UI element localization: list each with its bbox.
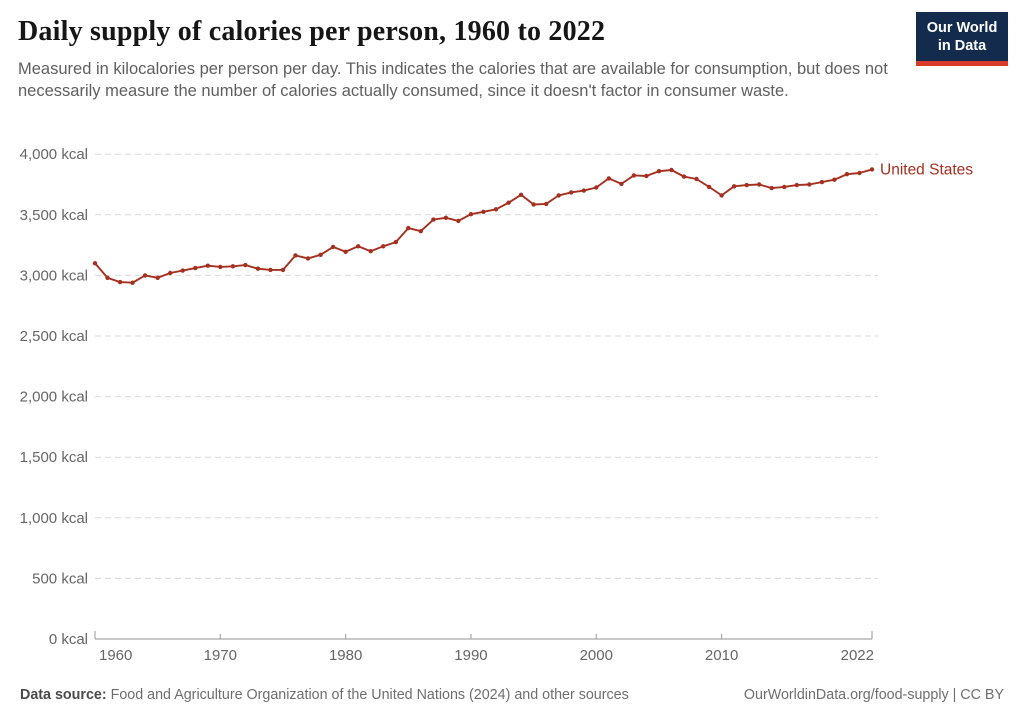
data-point — [757, 182, 762, 187]
y-tick-label: 2,500 kcal — [20, 328, 88, 345]
data-point — [694, 176, 699, 182]
data-point — [594, 185, 599, 190]
data-point — [857, 170, 862, 176]
data-point — [180, 268, 185, 273]
y-tick-label: 1,500 kcal — [20, 449, 88, 466]
x-tick-label: 1980 — [329, 647, 362, 664]
data-point — [117, 279, 123, 285]
y-tick-label: 3,000 kcal — [20, 267, 88, 284]
y-tick-label: 2,000 kcal — [20, 389, 88, 406]
data-point — [518, 192, 524, 197]
data-point — [619, 181, 624, 187]
data-point — [155, 275, 160, 280]
data-point — [468, 212, 474, 217]
data-point — [255, 266, 261, 271]
data-point — [606, 176, 611, 181]
y-tick-label: 500 kcal — [32, 570, 88, 587]
data-point — [506, 200, 511, 205]
data-point — [569, 190, 574, 195]
x-tick-label: 2010 — [705, 647, 738, 664]
data-point — [105, 275, 110, 280]
data-point — [769, 185, 774, 191]
line-chart-canvas: 0 kcal 500 kcal 1,000 kcal 1,500 kcal 2,000 … — [20, 146, 974, 664]
data-point — [531, 202, 536, 207]
owid-logo-line1: Our World — [926, 20, 998, 36]
data-point — [744, 182, 749, 188]
data-point — [869, 167, 875, 172]
chart-subtitle: Measured in kilocalories per person per … — [18, 60, 888, 100]
data-point — [844, 172, 850, 177]
data-point — [631, 173, 637, 178]
data-point — [381, 244, 386, 249]
data-point — [230, 264, 236, 269]
data-point — [168, 270, 173, 276]
data-point — [142, 273, 148, 278]
x-tick-label: 2022 — [841, 647, 874, 664]
y-tick-label: 0 kcal — [49, 631, 88, 648]
data-point — [493, 207, 499, 212]
chart-footer: Data source: Food and Agriculture Organi… — [20, 687, 1004, 703]
y-tick-label: 3,500 kcal — [20, 207, 88, 224]
series-label: United States — [880, 161, 973, 178]
x-tick-label: 1970 — [204, 647, 237, 664]
data-source-label: Data source: — [20, 687, 107, 703]
data-point — [130, 280, 135, 285]
data-point — [293, 253, 298, 258]
data-point — [318, 252, 323, 257]
data-point — [343, 249, 348, 254]
chart-area: 0 kcal 500 kcal 1,000 kcal 1,500 kcal 2,000 … — [0, 140, 1020, 675]
data-point — [193, 265, 198, 271]
data-point — [92, 261, 98, 266]
data-point — [406, 225, 411, 231]
data-point — [832, 177, 837, 182]
y-tick-label: 1,000 kcal — [20, 510, 88, 527]
owid-logo: Our World in Data — [916, 12, 1008, 67]
data-point — [393, 239, 398, 245]
data-point — [794, 182, 799, 188]
y-tick-label: 4,000 kcal — [20, 146, 88, 163]
data-point — [268, 267, 273, 273]
data-line — [94, 168, 873, 284]
data-point — [205, 263, 210, 268]
chart-header: Daily supply of calories per person, 196… — [18, 16, 900, 103]
data-point — [356, 244, 361, 249]
data-point — [556, 193, 561, 198]
data-point — [731, 184, 737, 189]
data-point — [243, 262, 248, 268]
x-tick-label: 2000 — [580, 647, 613, 664]
data-point — [819, 179, 825, 185]
x-tick-label: 1960 — [99, 647, 132, 664]
data-point — [669, 167, 674, 173]
data-point — [807, 182, 812, 187]
data-point — [644, 173, 649, 179]
data-point — [544, 201, 549, 207]
data-point — [782, 184, 787, 190]
data-point — [443, 215, 449, 220]
data-point — [481, 209, 486, 214]
data-point — [456, 218, 461, 224]
data-point — [431, 217, 436, 222]
owid-logo-line2: in Data — [937, 38, 987, 55]
data-point — [218, 264, 223, 270]
data-point — [305, 256, 311, 261]
data-point — [706, 184, 712, 190]
data-source-text: Food and Agriculture Organization of the… — [110, 687, 629, 703]
data-point — [719, 193, 724, 198]
data-source: Data source: Food and Agriculture Organi… — [20, 687, 629, 703]
page-title: Daily supply of calories per person, 196… — [18, 16, 606, 47]
x-tick-label: 1990 — [454, 647, 487, 664]
data-point — [418, 229, 423, 234]
data-point — [330, 244, 336, 250]
data-point — [581, 188, 586, 193]
data-point — [656, 169, 662, 174]
data-point — [280, 267, 286, 273]
data-point — [681, 174, 687, 179]
data-point — [368, 249, 373, 254]
attribution-link[interactable]: OurWorldinData.org/food-supply | CC BY — [743, 687, 1004, 703]
